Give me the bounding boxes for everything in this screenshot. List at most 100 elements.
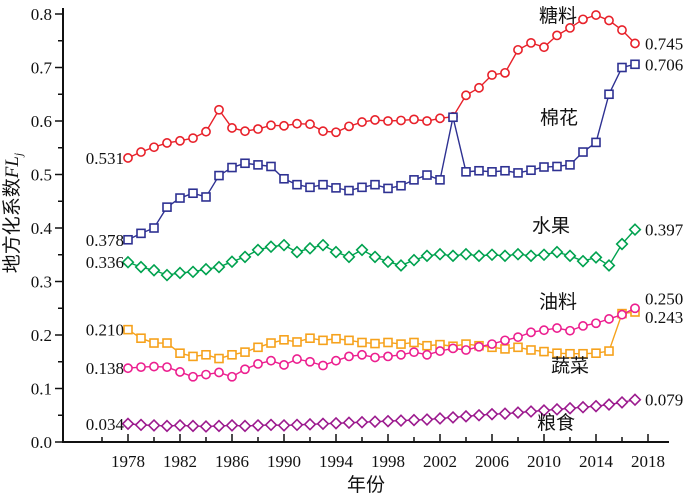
shuiguo-marker	[238, 250, 252, 264]
mianhua-marker	[591, 137, 601, 148]
liangshi-marker	[264, 418, 278, 432]
youliao-marker	[162, 362, 172, 372]
shucai-marker	[188, 351, 198, 362]
shuiguo-end-value-label: 0.397	[645, 221, 684, 240]
mianhua-marker	[305, 182, 315, 193]
tangliao-marker	[565, 23, 575, 33]
tangliao-line	[127, 14, 636, 159]
tangliao-marker	[305, 119, 315, 130]
shuiguo-marker	[368, 250, 382, 264]
shuiguo-line	[127, 229, 636, 276]
liangshi-marker	[225, 418, 239, 432]
mianhua-marker	[487, 167, 497, 177]
youliao-marker	[188, 371, 198, 382]
youliao-marker	[318, 360, 328, 371]
series-youliao: 0.138 0.250 油料	[86, 289, 683, 382]
shuiguo-marker	[394, 259, 408, 272]
youliao-marker	[370, 352, 380, 363]
liangshi-marker	[238, 419, 252, 433]
youliao-marker	[279, 360, 289, 370]
shucai-marker	[305, 333, 315, 344]
youliao-start-value-label: 0.138	[86, 359, 124, 378]
mianhua-marker	[396, 180, 406, 191]
mianhua-marker	[201, 192, 211, 202]
youliao-marker	[175, 367, 185, 377]
x-tick-label: 1982	[163, 452, 197, 471]
mianhua-marker	[630, 59, 640, 70]
liangshi-marker	[173, 418, 187, 432]
shucai-marker	[500, 344, 510, 354]
liangshi-marker	[433, 412, 447, 425]
liangshi-marker	[511, 406, 525, 420]
mianhua-line	[127, 63, 636, 241]
tangliao-marker	[370, 115, 380, 125]
x-tick-label: 1998	[371, 452, 405, 471]
liangshi-marker	[628, 393, 642, 407]
mianhua-marker	[357, 182, 367, 193]
shuiguo-marker	[615, 237, 629, 251]
x-tick-label: 2006	[475, 452, 509, 471]
tangliao-marker	[162, 138, 172, 148]
liangshi-marker	[212, 419, 226, 433]
youliao-marker	[409, 347, 419, 358]
mianhua-marker	[435, 175, 445, 185]
y-tick-label: 0.3	[31, 273, 52, 292]
shuiguo-marker	[576, 254, 590, 268]
tangliao-marker	[630, 38, 640, 49]
youliao-end-value-label: 0.250	[645, 289, 683, 308]
mianhua-marker	[162, 202, 172, 212]
shucai-line	[127, 311, 636, 360]
x-tick-label: 1994	[319, 452, 354, 471]
liangshi-marker	[420, 413, 434, 426]
tangliao-marker	[253, 124, 263, 134]
liangshi-marker	[277, 418, 291, 432]
shucai-marker	[383, 337, 393, 348]
tangliao-marker	[396, 115, 406, 126]
liangshi-marker	[537, 404, 551, 417]
shuiguo-marker	[433, 247, 447, 261]
mianhua-marker	[123, 234, 133, 245]
youliao-marker	[123, 363, 133, 374]
shuiguo-marker	[563, 249, 577, 263]
liangshi-marker	[602, 398, 616, 411]
liangshi-marker	[589, 399, 603, 413]
liangshi-end-value-label: 0.079	[645, 391, 683, 410]
chart-generated-content: 0.0 0.1 0.2 0.3 0.4 0.5 0.6 0.7 0.8 1978 1982 1986 1…	[31, 5, 684, 471]
liangshi-marker	[160, 419, 174, 433]
mianhua-marker	[253, 160, 263, 170]
shuiguo-marker	[303, 241, 317, 255]
tangliao-marker	[227, 123, 237, 133]
youliao-marker	[240, 364, 250, 375]
mianhua-marker	[500, 165, 510, 176]
shucai-end-value-label: 0.243	[645, 308, 683, 327]
shucai-marker	[266, 338, 276, 348]
youliao-line	[127, 307, 636, 378]
shucai-marker	[253, 342, 263, 353]
liangshi-marker	[342, 416, 356, 430]
shucai-marker	[409, 337, 419, 348]
youliao-marker	[552, 323, 562, 333]
mianhua-marker	[331, 183, 341, 193]
y-tick-label: 0.5	[31, 166, 52, 185]
shuiguo-marker	[160, 268, 174, 282]
youliao-marker	[266, 355, 276, 366]
shucai-series-label: 蔬菜	[551, 355, 589, 377]
shuiguo-marker	[589, 250, 603, 264]
series-shucai: 0.210 0.243 蔬菜	[86, 307, 683, 377]
mianhua-marker	[240, 158, 250, 169]
tangliao-marker	[292, 118, 302, 129]
shuiguo-marker	[316, 238, 330, 252]
y-tick-label: 0.6	[31, 112, 52, 131]
shuiguo-marker	[472, 249, 486, 263]
youliao-marker	[292, 354, 302, 364]
x-axis-ticks	[101, 434, 649, 442]
shucai-marker	[279, 335, 289, 345]
shuiguo-marker	[186, 265, 200, 279]
youliao-marker	[149, 361, 159, 372]
tangliao-marker	[331, 127, 341, 138]
shuiguo-marker	[602, 259, 616, 272]
shuiguo-marker	[498, 249, 512, 263]
shuiguo-marker	[290, 245, 304, 259]
